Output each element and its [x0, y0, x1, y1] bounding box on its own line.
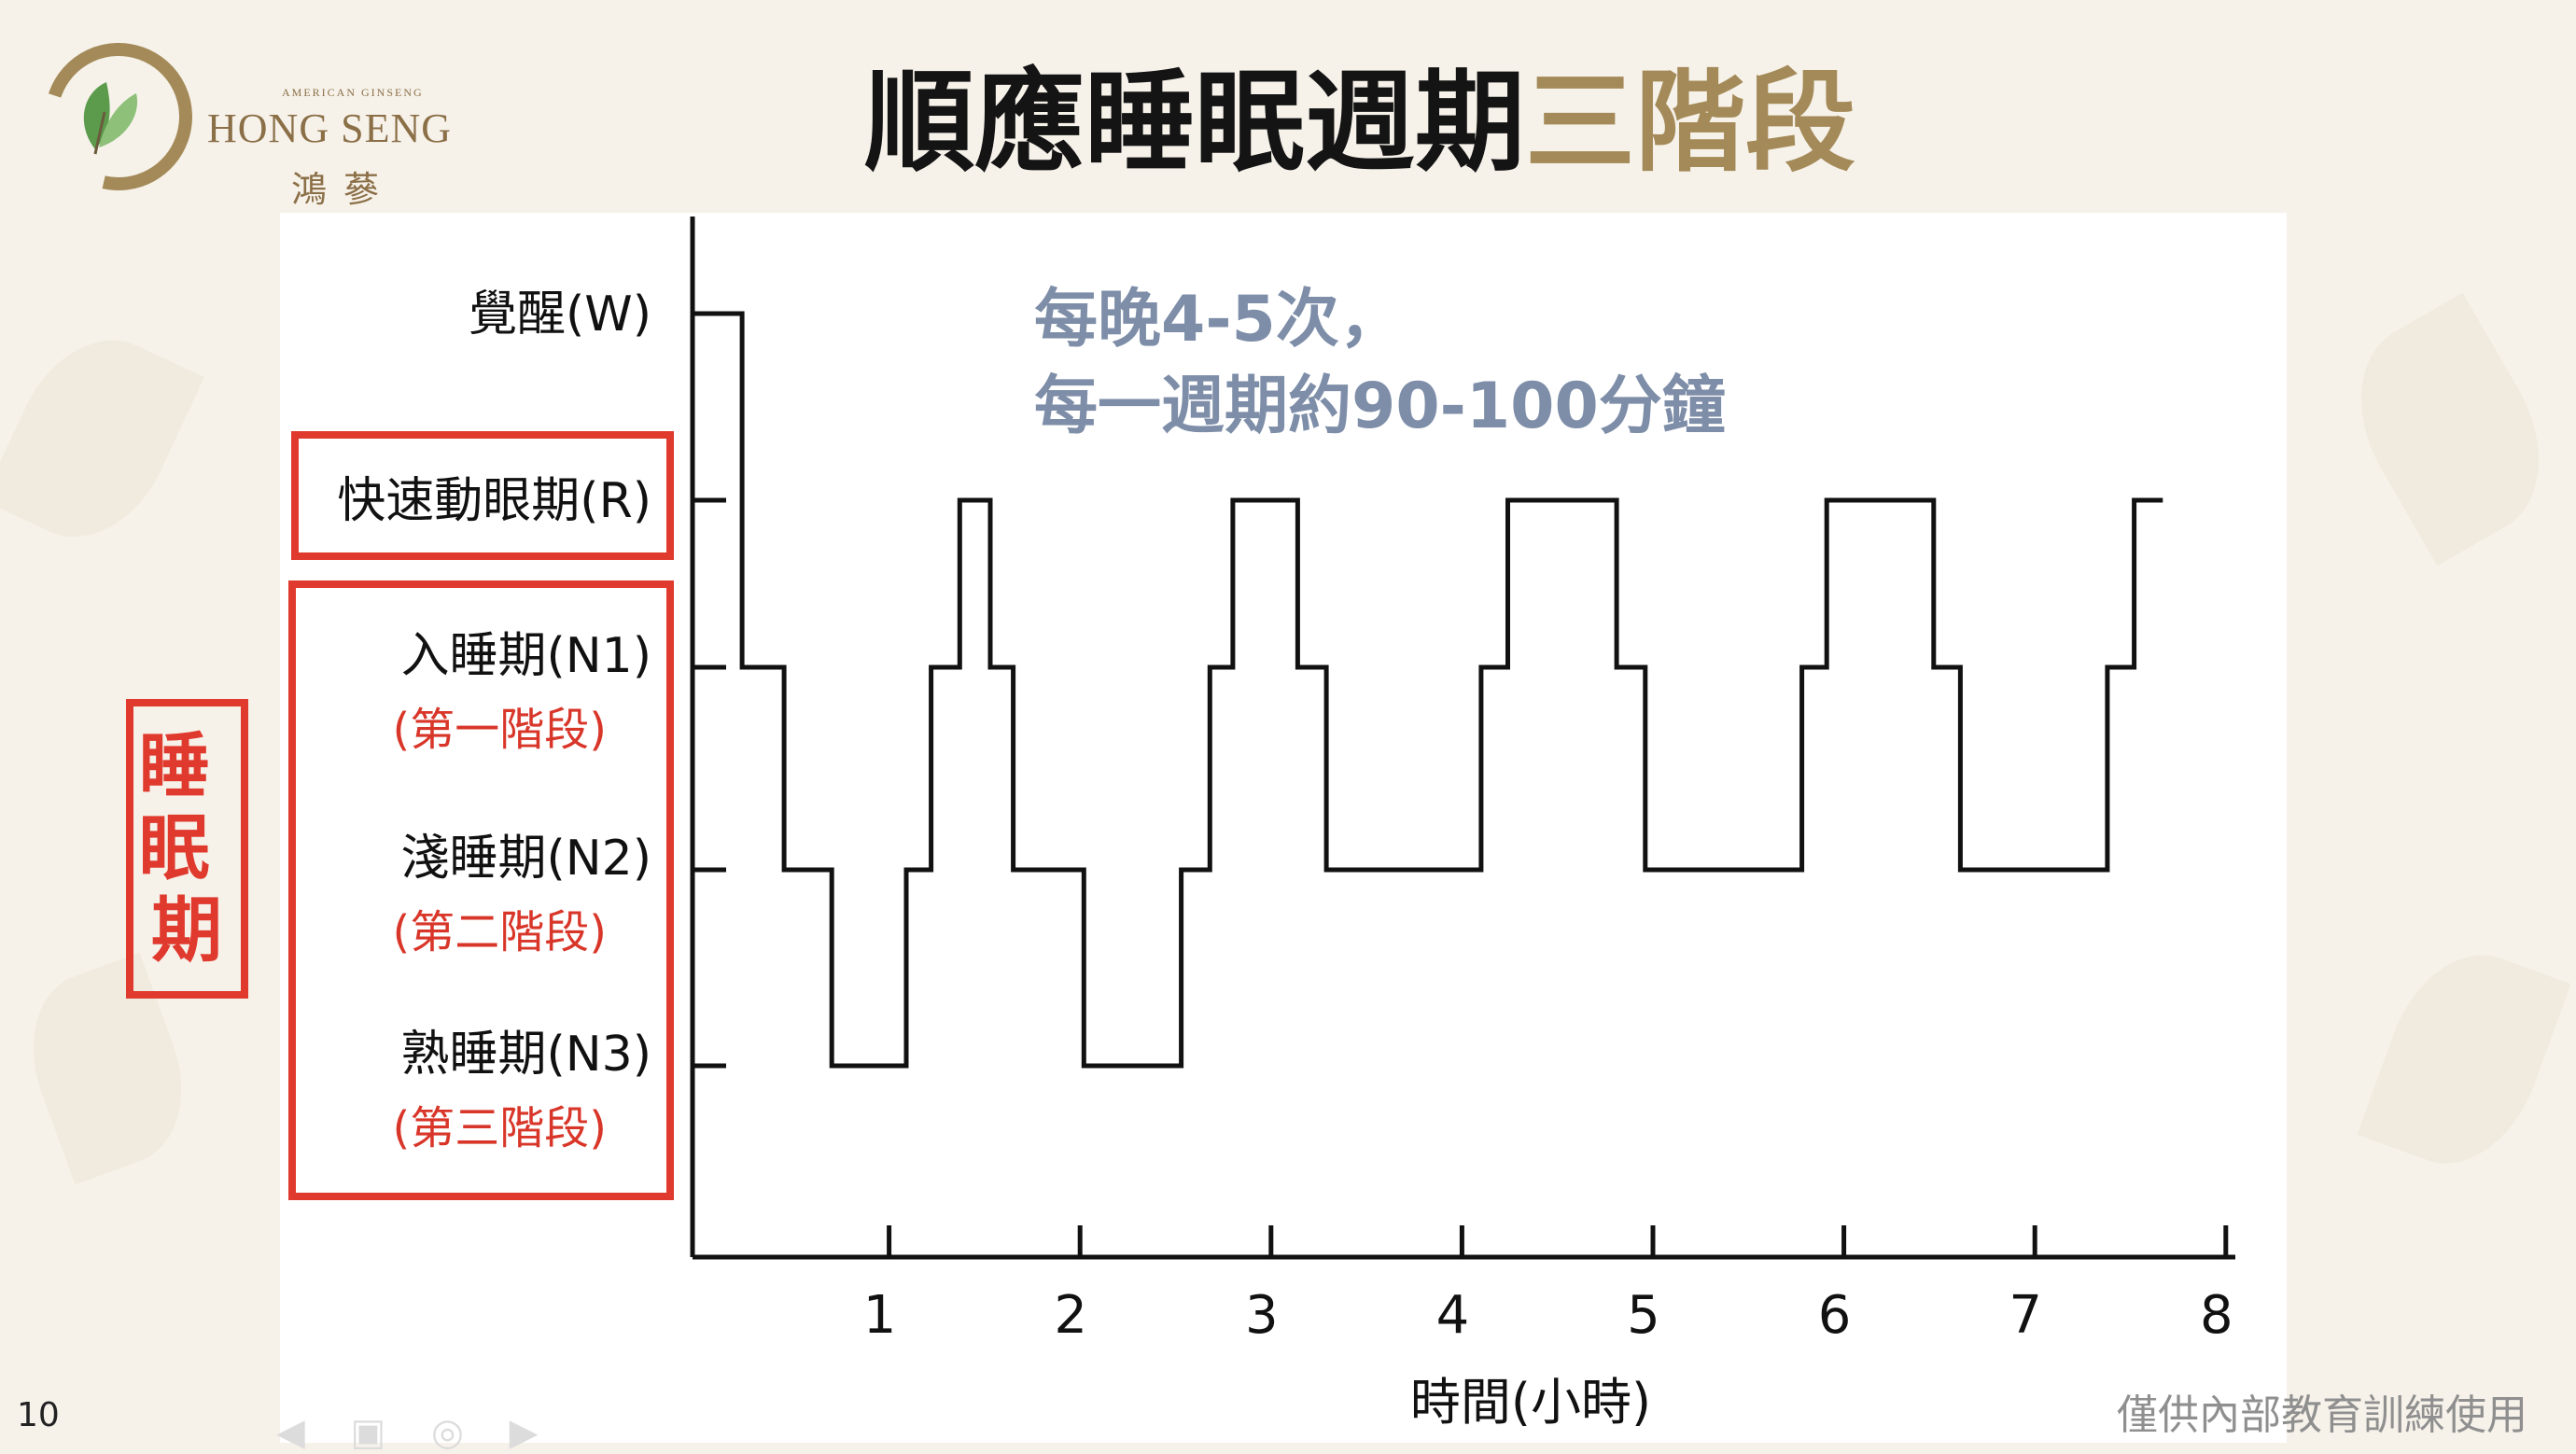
- nrem-highlight-box: [288, 580, 674, 1200]
- page-number: 10: [17, 1396, 60, 1434]
- stage-label: 快速動眼期(R): [337, 473, 651, 529]
- sleep-period-label: 睡 眠 期: [139, 724, 234, 972]
- x-tick-label: 5: [1627, 1285, 1660, 1346]
- title-main: 順應睡眠週期: [864, 58, 1526, 187]
- title-highlight: 三階段: [1525, 58, 1856, 187]
- logo-chinese-name: 鴻蔘: [291, 169, 397, 210]
- stage-label: 淺睡期(N2): [400, 831, 651, 887]
- logo-subtitle: AMERICAN GINSENG: [282, 86, 424, 99]
- annotation-line-1: 每晚4-5次，: [1034, 283, 1403, 357]
- x-tick-label: 2: [1054, 1285, 1087, 1346]
- hypnogram-line: [698, 311, 2163, 1069]
- sleep-period-char: 睡: [139, 724, 210, 807]
- ginseng-leaf-logo-icon: [44, 42, 192, 190]
- sleep-period-char: 眠: [139, 806, 210, 889]
- x-tick-label: 8: [2200, 1285, 2233, 1346]
- x-tick-label: 7: [2009, 1285, 2042, 1346]
- x-tick-label: 3: [1245, 1285, 1279, 1346]
- stage-sublabel: (第三階段): [393, 1102, 607, 1154]
- brand-logo: AMERICAN GINSENG HONG SENG 鴻蔘: [39, 37, 525, 210]
- stage-label: 熟睡期(N3): [400, 1027, 651, 1083]
- x-tick-label: 6: [1818, 1285, 1852, 1346]
- x-tick-label: 4: [1436, 1285, 1470, 1346]
- x-tick-label: 1: [863, 1285, 897, 1346]
- logo-brand-name: HONG SENG: [207, 105, 452, 151]
- x-axis-label: 時間(小時): [1410, 1373, 1651, 1432]
- stage-sublabel: (第一階段): [393, 704, 607, 756]
- page-title: 順應睡眠週期三階段: [864, 67, 1855, 177]
- plot-background: [280, 213, 2287, 1443]
- sleep-period-char: 期: [151, 888, 222, 972]
- sleep-period-box: [126, 699, 248, 999]
- stage-label: 覺醒(W): [469, 287, 651, 343]
- footer-note: 僅供內部教育訓練使用: [2117, 1391, 2527, 1439]
- stage-sublabel: (第二階段): [393, 906, 607, 958]
- slide-controls[interactable]: ◀ ▣ ◎ ▶: [276, 1411, 555, 1454]
- stage-label: 入睡期(N1): [400, 628, 651, 684]
- annotation-line-2: 每一週期約90-100分鐘: [1034, 370, 1726, 443]
- rem-highlight-box: [291, 431, 674, 560]
